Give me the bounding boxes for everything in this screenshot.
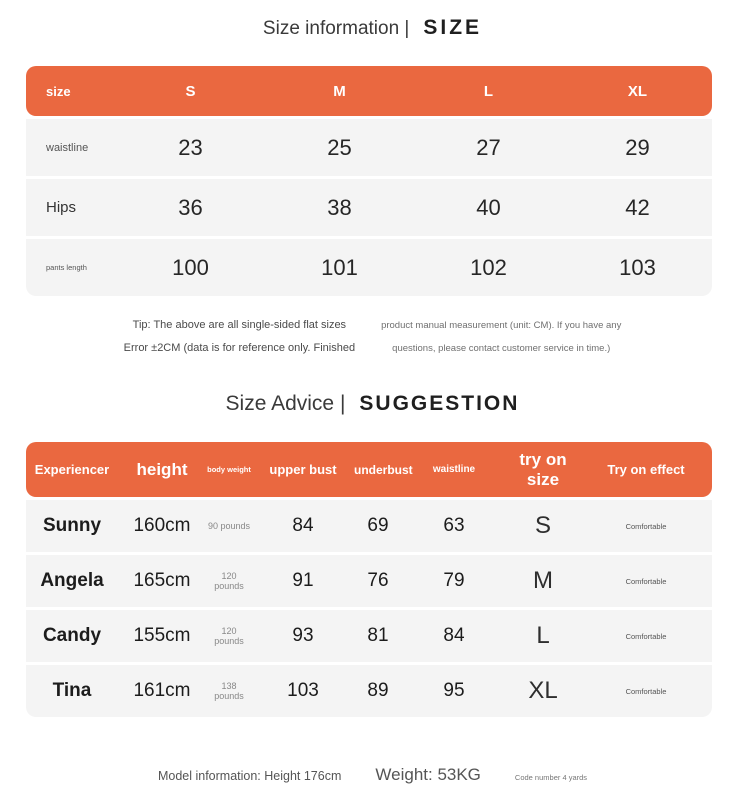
header-cell-upper-bust: upper bust: [269, 462, 337, 477]
experiencer-name: Candy: [42, 625, 102, 646]
table-row-waistline: waistline 23 25 27 29: [26, 119, 712, 176]
underbust-value: 76: [367, 570, 389, 591]
header-cell-waistline: waistline: [432, 464, 476, 475]
tip-left-column: Tip: The above are all single-sided flat…: [124, 314, 355, 360]
experiencer-name: Tina: [52, 680, 92, 701]
waistline-value: 63: [443, 515, 465, 536]
header-cell-height: height: [136, 459, 188, 479]
underbust-value: 81: [367, 625, 389, 646]
table-row-tina: Tina 161cm 138 pounds 103 89 95 XL Comfo…: [26, 665, 712, 717]
try-on-size-value: M: [533, 567, 553, 594]
size-value-cell: 101: [321, 254, 358, 280]
underbust-value: 69: [367, 515, 389, 536]
size-value-cell: 103: [619, 254, 656, 280]
table-row-hips: Hips 36 38 40 42: [26, 179, 712, 236]
size-information-title: Size information | SIZE: [0, 0, 745, 40]
tip-line: Tip: The above are all single-sided flat…: [132, 319, 347, 331]
size-value-cell: 27: [476, 134, 501, 160]
model-info-footer: Model information: Height 176cm Weight: …: [0, 765, 745, 785]
row-label: Hips: [46, 199, 77, 216]
waistline-value: 79: [443, 570, 465, 591]
model-weight-text: Weight: 53KG: [375, 765, 481, 784]
header-cell-s: S: [185, 82, 196, 100]
header-cell-l: L: [483, 82, 494, 100]
body-weight-value: 90 pounds: [207, 521, 251, 531]
header-cell-try-on-effect: Try on effect: [607, 462, 685, 477]
tip-line: questions, please contact customer servi…: [392, 343, 611, 354]
code-number-text: Code number 4 yards: [514, 773, 588, 782]
experiencer-name: Angela: [40, 570, 104, 591]
suggestion-title-en: SUGGESTION: [359, 392, 520, 415]
size-value-cell: 102: [470, 254, 507, 280]
measurement-tip: Tip: The above are all single-sided flat…: [0, 314, 745, 360]
size-value-cell: 29: [625, 134, 650, 160]
model-info-text: Model information: Height 176cm: [157, 769, 342, 783]
suggestion-table: Experiencer height body weight upper bus…: [26, 442, 712, 717]
table-row-angela: Angela 165cm 120 pounds 91 76 79 M Comfo…: [26, 555, 712, 607]
size-value-cell: 25: [327, 134, 352, 160]
waistline-value: 95: [443, 680, 465, 701]
size-table-header-row: size S M L XL: [26, 66, 712, 116]
height-value: 155cm: [133, 625, 191, 646]
row-label: pants length: [46, 263, 87, 272]
header-cell-size: size: [46, 83, 71, 99]
body-weight-value: 138 pounds: [214, 681, 244, 701]
header-cell-try-on-size: try on size: [519, 449, 567, 489]
size-value-cell: 100: [172, 254, 209, 280]
try-on-size-value: XL: [528, 677, 558, 704]
height-value: 160cm: [133, 515, 191, 536]
size-value-cell: 38: [327, 194, 352, 220]
height-value: 165cm: [133, 570, 191, 591]
try-on-size-value: S: [534, 512, 551, 539]
try-on-effect-value: Comfortable: [625, 631, 667, 641]
table-row-pants-length: pants length 100 101 102 103: [26, 239, 712, 296]
tip-right-column: product manual measurement (unit: CM). I…: [381, 314, 621, 360]
body-weight-value: 120 pounds: [214, 626, 244, 646]
header-cell-m: M: [333, 82, 346, 100]
size-value-cell: 42: [625, 194, 650, 220]
size-information-title-text: Size information |: [262, 18, 410, 39]
size-advice-title-text: Size Advice |: [225, 392, 346, 415]
try-on-effect-value: Comfortable: [625, 521, 667, 531]
try-on-size-value: L: [536, 622, 550, 649]
table-row-candy: Candy 155cm 120 pounds 93 81 84 L Comfor…: [26, 610, 712, 662]
table-row-sunny: Sunny 160cm 90 pounds 84 69 63 S Comfort…: [26, 500, 712, 552]
upper-bust-value: 103: [287, 680, 319, 701]
underbust-value: 89: [367, 680, 389, 701]
upper-bust-value: 93: [292, 625, 314, 646]
tip-line: Error ±2CM (data is for reference only. …: [123, 342, 356, 354]
body-weight-value: 120 pounds: [214, 571, 244, 591]
upper-bust-value: 84: [292, 515, 314, 536]
tip-line: product manual measurement (unit: CM). I…: [381, 320, 622, 331]
size-table: size S M L XL waistline 23 25 27 29 Hips…: [26, 66, 712, 296]
size-value-cell: 40: [476, 194, 501, 220]
waistline-value: 84: [443, 625, 465, 646]
header-cell-xl: XL: [627, 82, 648, 100]
upper-bust-value: 91: [292, 570, 314, 591]
experiencer-name: Sunny: [42, 515, 102, 536]
try-on-effect-value: Comfortable: [625, 576, 667, 586]
header-cell-underbust: underbust: [354, 462, 413, 477]
row-label: waistline: [46, 141, 89, 154]
size-title-en: SIZE: [423, 16, 483, 39]
header-cell-experiencer: Experiencer: [34, 462, 110, 477]
suggestion-table-header-row: Experiencer height body weight upper bus…: [26, 442, 712, 497]
header-cell-body-weight: body weight: [207, 465, 251, 474]
try-on-effect-value: Comfortable: [625, 686, 667, 696]
height-value: 161cm: [133, 680, 191, 701]
size-advice-title: Size Advice | SUGGESTION: [0, 392, 745, 416]
size-value-cell: 36: [178, 194, 203, 220]
size-value-cell: 23: [178, 134, 203, 160]
